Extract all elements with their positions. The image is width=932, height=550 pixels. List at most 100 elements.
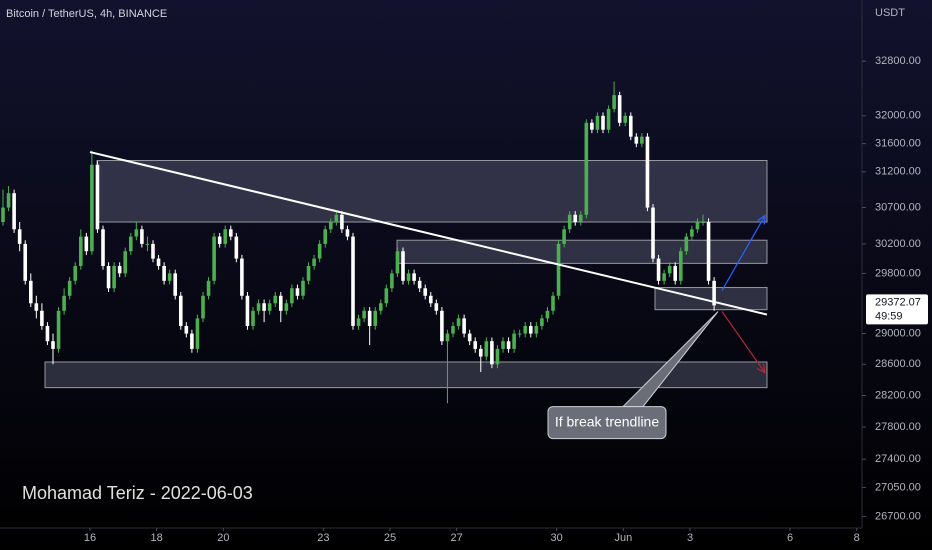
zone: [396, 239, 768, 264]
candle-body: [95, 164, 100, 230]
x-tick-label: 23: [317, 532, 329, 544]
candle-body: [273, 295, 278, 304]
candle-body: [34, 303, 39, 311]
candle-body: [40, 310, 44, 326]
candle-body: [501, 341, 505, 349]
candle-body: [406, 273, 411, 281]
y-tick-label: 28200.00: [875, 389, 921, 401]
candle-body: [1, 207, 5, 223]
candle-body: [156, 258, 161, 266]
candle-body: [556, 243, 561, 296]
candle-body: [656, 258, 661, 281]
candle-body: [540, 318, 544, 326]
candle-body: [217, 236, 222, 244]
candle-body: [128, 236, 133, 252]
candle-body: [73, 265, 78, 281]
candle-body: [56, 310, 61, 349]
candle-body: [328, 222, 333, 230]
candle-body: [323, 229, 328, 244]
y-tick-label: 27400.00: [875, 453, 921, 465]
candle-body: [595, 115, 600, 130]
candle-body: [140, 229, 144, 244]
candle-body: [634, 136, 639, 144]
candle-body: [62, 295, 66, 311]
zone: [96, 160, 768, 223]
y-tick-label: 29800.00: [875, 267, 921, 279]
candle-body: [395, 251, 400, 274]
candle-body: [234, 236, 239, 259]
candle-body: [340, 214, 344, 230]
candle-body: [117, 265, 122, 274]
candle-body: [690, 229, 694, 237]
candle-body: [84, 236, 89, 252]
candle-body: [523, 325, 528, 334]
candle-body: [440, 310, 444, 342]
candle-body: [184, 325, 189, 334]
candle-body: [6, 193, 11, 208]
y-tick-label: 31200.00: [875, 166, 921, 178]
candle-body: [106, 265, 111, 289]
candle-body: [251, 310, 255, 326]
candle-body: [145, 243, 150, 245]
currency: USDT: [875, 7, 905, 19]
candle-body: [506, 341, 511, 349]
candle-body: [123, 251, 128, 274]
candle-body: [706, 222, 711, 281]
candle-body: [17, 229, 22, 244]
candle-body: [195, 318, 200, 349]
candle-body: [701, 222, 705, 224]
candle-body: [390, 273, 394, 289]
candle-body: [178, 295, 183, 326]
arrow-head: [756, 363, 766, 374]
candle-body: [190, 333, 194, 349]
candle-body: [612, 95, 616, 109]
candle-body: [473, 341, 478, 349]
candle-body: [306, 265, 311, 281]
candle-body: [78, 236, 83, 266]
candle-body: [534, 325, 539, 334]
candle-body: [645, 136, 650, 208]
candle-body: [278, 295, 283, 311]
candle-body: [401, 251, 405, 281]
x-tick-label: 18: [151, 532, 163, 544]
candle-body: [356, 318, 361, 326]
candle-body: [590, 122, 594, 130]
candle-body: [423, 288, 428, 296]
candle-body: [478, 348, 483, 357]
candle-body: [334, 214, 339, 223]
candle-body: [512, 333, 516, 349]
candle-body: [228, 229, 233, 237]
price-tag-value: 29372.07: [875, 296, 921, 308]
x-tick-label: 3: [687, 532, 693, 544]
candle-body: [373, 310, 378, 326]
trendline: [89, 151, 768, 316]
candle-body: [28, 280, 33, 304]
candle-body: [695, 222, 700, 230]
candle-body: [12, 193, 16, 230]
y-tick-label: 26700.00: [875, 510, 921, 522]
candle-body: [212, 236, 216, 281]
candle-body: [245, 295, 250, 326]
candle-body: [606, 108, 611, 130]
candle-body: [378, 303, 383, 311]
x-tick-label: 8: [854, 532, 860, 544]
candle-body: [345, 229, 350, 237]
candle-body: [484, 341, 489, 357]
candle-body: [51, 341, 55, 349]
watermark: Mohamad Teriz - 2022-06-03: [22, 483, 253, 503]
candle-body: [567, 214, 572, 230]
candle-body: [551, 295, 555, 311]
candle-body: [601, 115, 605, 130]
symbol-header: Bitcoin / TetherUS, 4h, BINANCE: [6, 8, 167, 20]
candle-body: [256, 303, 261, 311]
price-tag: [866, 294, 928, 325]
x-tick-label: 30: [551, 532, 563, 544]
candle-body: [667, 265, 672, 274]
candle-body: [240, 258, 244, 296]
price-tag-countdown: 49:59: [875, 310, 903, 322]
candle-body: [112, 265, 116, 289]
candle-body: [290, 288, 294, 304]
candle-body: [23, 243, 28, 281]
